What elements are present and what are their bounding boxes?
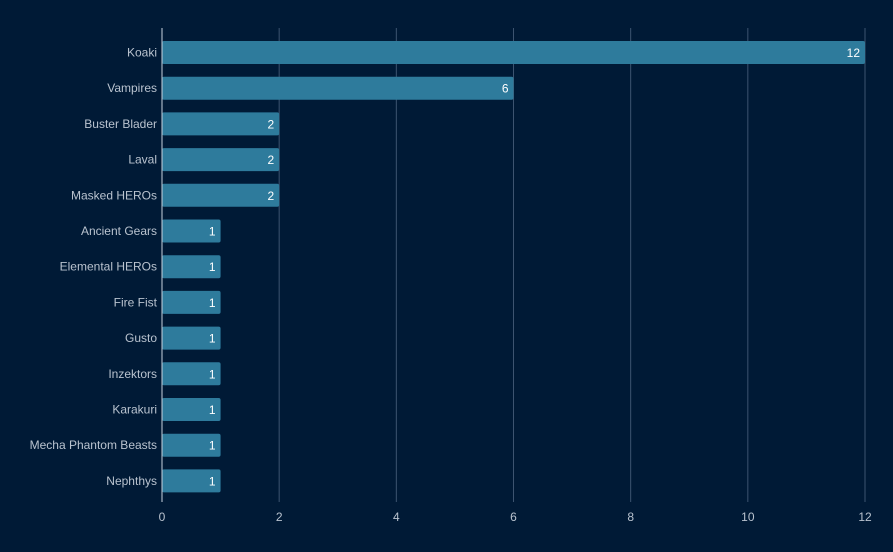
data-label: 12 [847, 46, 861, 60]
bar-karakuri [162, 398, 221, 421]
data-label: 1 [209, 439, 216, 453]
bar-mecha-phantom-beasts [162, 433, 221, 457]
x-tick-label: 2 [276, 510, 283, 524]
data-label: 2 [267, 117, 274, 131]
data-label: 1 [209, 332, 216, 346]
bar-elemental-heros [162, 255, 221, 279]
data-label: 1 [209, 403, 216, 417]
category-label: Masked HEROs [71, 188, 157, 202]
bar-fire-fist [162, 290, 221, 314]
bar-buster-blader [162, 112, 280, 136]
bar-laval [162, 148, 280, 172]
category-label: Vampires [107, 81, 157, 95]
x-tick-label: 8 [627, 510, 634, 524]
category-label: Inzektors [108, 367, 157, 381]
bars [162, 41, 865, 493]
category-label: Laval [128, 153, 157, 167]
x-tick-label: 10 [741, 510, 755, 524]
x-tick-label: 12 [858, 510, 872, 524]
category-label: Gusto [125, 331, 157, 345]
category-label: Karakuri [112, 403, 157, 417]
x-tick-label: 6 [510, 510, 517, 524]
data-label: 1 [209, 260, 216, 274]
data-label: 1 [209, 474, 216, 488]
x-tick-label: 0 [159, 510, 166, 524]
category-label: Mecha Phantom Beasts [30, 438, 157, 452]
category-label: Fire Fist [114, 295, 158, 309]
data-label: 1 [209, 367, 216, 381]
data-label: 1 [209, 225, 216, 239]
bar-masked-heros [162, 183, 280, 207]
category-label: Ancient Gears [81, 224, 157, 238]
bar-ancient-gears [162, 219, 221, 243]
category-label: Elemental HEROs [60, 260, 157, 274]
bar-vampires [162, 76, 514, 100]
data-label: 2 [267, 189, 274, 203]
bar-nephthys [162, 469, 221, 493]
data-label: 6 [502, 82, 509, 96]
bar-gusto [162, 326, 221, 350]
category-label: Buster Blader [84, 117, 157, 131]
category-label: Nephthys [106, 474, 157, 488]
x-tick-label: 4 [393, 510, 400, 524]
category-label: Koaki [127, 46, 157, 60]
bar-inzektors [162, 362, 221, 386]
bar-koaki [162, 41, 865, 64]
data-label: 1 [209, 296, 216, 310]
gridlines [278, 28, 866, 502]
data-label: 2 [267, 153, 274, 167]
